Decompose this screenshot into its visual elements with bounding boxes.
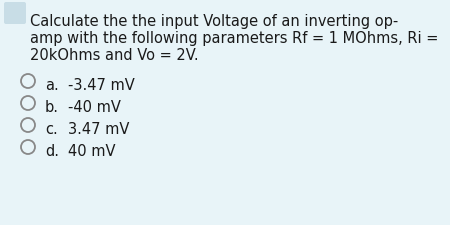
Text: 40 mV: 40 mV [68,143,116,158]
Text: 20kOhms and Vo = 2V.: 20kOhms and Vo = 2V. [30,48,198,63]
Text: Calculate the the input Voltage of an inverting op-: Calculate the the input Voltage of an in… [30,14,398,29]
Text: c.: c. [45,122,58,136]
Text: -40 mV: -40 mV [68,99,121,115]
Text: b.: b. [45,99,59,115]
Text: amp with the following parameters Rf = 1 MOhms, Ri =: amp with the following parameters Rf = 1… [30,31,438,46]
FancyBboxPatch shape [4,3,26,25]
Text: 3.47 mV: 3.47 mV [68,122,130,136]
Text: d.: d. [45,143,59,158]
Text: a.: a. [45,78,59,93]
Text: -3.47 mV: -3.47 mV [68,78,135,93]
